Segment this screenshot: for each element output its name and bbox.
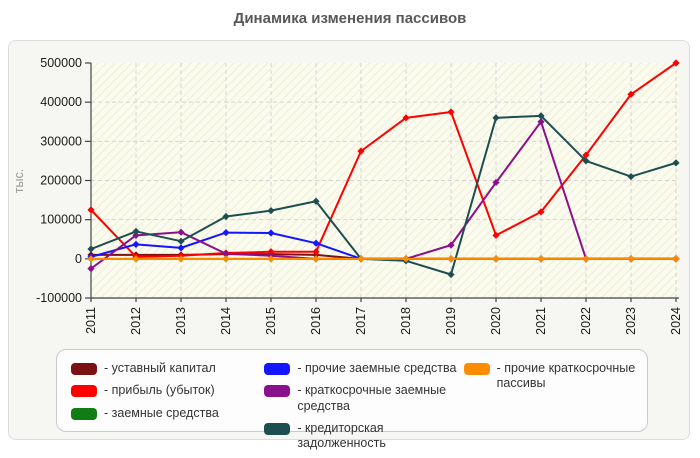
data-point-marker: [402, 114, 410, 122]
data-point-marker: [312, 197, 320, 205]
y-tick-label: -100000: [36, 291, 82, 305]
y-tick-label: 0: [75, 252, 82, 266]
series-1: [87, 59, 680, 261]
x-tick-label: 2013: [174, 307, 188, 335]
legend-item: - краткосрочные заемные средства: [264, 383, 463, 414]
y-tick-label: 200000: [40, 174, 82, 188]
chart-legend: - уставный капитал - прибыль (убыток) - за…: [56, 349, 648, 450]
legend-item-label: - прочие краткосрочные пассивы: [496, 361, 636, 391]
x-tick-label: 2017: [354, 307, 368, 335]
legend-column: - прочие заемные средства - краткосрочные…: [264, 361, 463, 458]
legend-item: - заемные средства: [71, 406, 264, 421]
legend-item: - прочие краткосрочные пассивы: [463, 361, 641, 392]
grid: [91, 63, 679, 298]
x-tick-label: 2011: [84, 307, 98, 334]
data-point-marker: [672, 159, 680, 167]
data-point-marker: [87, 245, 95, 253]
data-point-marker: [222, 228, 230, 237]
data-point-marker: [357, 147, 365, 155]
legend-column: - уставный капитал - прибыль (убыток) - за…: [71, 361, 264, 428]
legend-item: - уставный капитал: [71, 361, 264, 376]
legend-column: - прочие краткосрочные пассивы: [463, 361, 641, 399]
x-tick-label: 2018: [399, 307, 413, 335]
data-point-marker: [447, 108, 455, 116]
x-tick-label: 2020: [489, 307, 503, 335]
legend-swatch: [71, 407, 97, 420]
tick-labels: 5000004000003000002000001000000-10000020…: [36, 56, 683, 335]
legend-item-label: - заемные средства: [104, 405, 219, 420]
data-point-marker: [132, 240, 140, 248]
data-point-marker: [627, 172, 635, 181]
legend-swatch: [463, 363, 490, 375]
x-tick-label: 2015: [264, 307, 278, 335]
x-tick-label: 2021: [534, 307, 548, 335]
y-tick-label: 400000: [40, 95, 82, 109]
data-point-marker: [132, 231, 140, 239]
data-point-marker: [447, 270, 455, 279]
data-point-marker: [177, 237, 185, 245]
x-tick-label: 2014: [219, 307, 233, 335]
data-point-marker: [582, 157, 590, 165]
line-chart: 5000004000003000002000001000000-10000020…: [12, 56, 683, 335]
data-point-marker: [177, 244, 185, 252]
legend-item-label: - краткосрочные заемные средства: [297, 383, 447, 413]
series-line: [90, 62, 677, 258]
data-point-marker: [492, 231, 500, 239]
data-point-marker: [312, 248, 320, 256]
legend-swatch: [71, 385, 97, 398]
data-point-marker: [537, 208, 545, 216]
y-axis-label: тыс.: [12, 169, 26, 193]
x-tick-label: 2016: [309, 307, 323, 335]
y-tick-label: 300000: [40, 134, 82, 148]
legend-swatch: [71, 363, 97, 375]
legend-item-label: - прибыль (убыток): [104, 383, 215, 398]
data-point-marker: [537, 112, 545, 120]
legend-item-label: - прочие заемные средства: [297, 361, 457, 375]
legend-item: - прибыль (убыток): [71, 383, 264, 398]
data-point-marker: [87, 265, 95, 273]
data-point-marker: [177, 228, 185, 236]
legend-item: - кредиторская задолженность: [264, 421, 463, 452]
data-point-marker: [627, 90, 635, 98]
data-point-marker: [492, 178, 500, 187]
legend-item-label: - кредиторская задолженность: [297, 420, 386, 450]
data-point-marker: [312, 239, 320, 247]
data-point-marker: [132, 227, 140, 236]
y-tick-label: 500000: [40, 56, 82, 70]
data-point-marker: [492, 114, 500, 122]
x-tick-label: 2012: [129, 307, 143, 335]
data-point-marker: [267, 229, 275, 237]
data-point-marker: [582, 151, 590, 159]
data-point-marker: [222, 250, 230, 258]
y-tick-label: 100000: [40, 213, 82, 227]
data-point-marker: [87, 206, 95, 214]
x-tick-label: 2022: [579, 307, 593, 335]
legend-swatch: [264, 422, 291, 435]
legend-swatch: [264, 385, 291, 398]
data-point-marker: [537, 118, 545, 126]
data-point-marker: [447, 241, 455, 249]
data-point-marker: [222, 212, 230, 221]
legend-swatch: [264, 363, 291, 375]
data-point-marker: [267, 248, 275, 256]
legend-item-label: - уставный капитал: [104, 361, 216, 375]
x-tick-label: 2019: [444, 307, 458, 335]
chart-title: Динамика изменения пассивов: [233, 10, 467, 27]
legend-item: - прочие заемные средства: [264, 361, 463, 376]
chart-panel: 500000 400000 300000 200000 100000 0 -100000 20…: [8, 40, 690, 450]
x-tick-label: 2023: [624, 307, 638, 335]
x-tick-label: 2024: [669, 307, 683, 335]
data-point-marker: [267, 207, 275, 215]
